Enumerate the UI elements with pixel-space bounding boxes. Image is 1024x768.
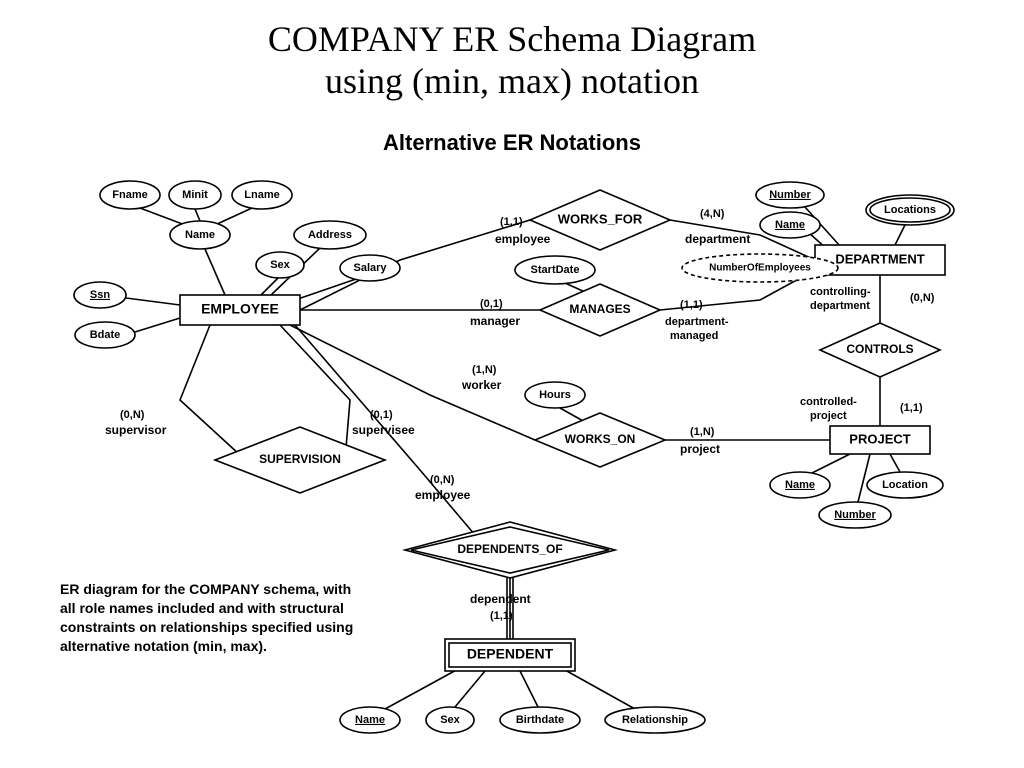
edge <box>215 208 252 225</box>
svg-text:PROJECT: PROJECT <box>849 431 910 446</box>
svg-text:managed: managed <box>670 330 718 342</box>
svg-text:(0,1): (0,1) <box>480 298 503 310</box>
svg-text:(0,N): (0,N) <box>120 409 145 421</box>
svg-text:Lname: Lname <box>244 189 279 201</box>
svg-text:Sex: Sex <box>270 259 290 271</box>
edge <box>195 209 200 221</box>
svg-text:department-: department- <box>665 316 729 328</box>
svg-text:(0,N): (0,N) <box>910 292 935 304</box>
svg-text:(4,N): (4,N) <box>700 208 725 220</box>
edge <box>890 454 900 472</box>
svg-text:employee: employee <box>495 232 551 246</box>
svg-text:worker: worker <box>461 378 502 392</box>
svg-text:SUPERVISION: SUPERVISION <box>259 452 341 466</box>
svg-text:(1,N): (1,N) <box>472 364 497 376</box>
svg-text:(1,1): (1,1) <box>490 610 513 622</box>
edge <box>126 298 180 305</box>
edge <box>520 671 538 707</box>
svg-text:Sex: Sex <box>440 714 460 726</box>
svg-text:employee: employee <box>415 488 471 502</box>
edge <box>560 408 585 422</box>
svg-text:EMPLOYEE: EMPLOYEE <box>201 301 279 317</box>
svg-text:project: project <box>810 410 847 422</box>
edge <box>385 668 460 709</box>
svg-text:department: department <box>810 300 870 312</box>
svg-text:WORKS_FOR: WORKS_FOR <box>558 211 643 226</box>
edge <box>140 208 185 225</box>
svg-text:Fname: Fname <box>112 189 147 201</box>
svg-text:Hours: Hours <box>539 389 571 401</box>
er-diagram-svg: EMPLOYEE DEPARTMENT PROJECT DEPENDENT WORKS_… <box>0 0 1024 768</box>
svg-text:Number: Number <box>834 509 876 521</box>
edge <box>895 225 905 245</box>
svg-text:project: project <box>680 442 720 456</box>
svg-text:department: department <box>685 232 750 246</box>
svg-text:Ssn: Ssn <box>90 289 110 301</box>
svg-text:Relationship: Relationship <box>622 714 688 726</box>
svg-text:Name: Name <box>785 479 815 491</box>
svg-text:supervisee: supervisee <box>352 423 415 437</box>
svg-text:WORKS_ON: WORKS_ON <box>565 432 636 446</box>
svg-text:DEPENDENTS_OF: DEPENDENTS_OF <box>457 542 562 556</box>
edge <box>565 670 635 709</box>
svg-text:(1,1): (1,1) <box>500 216 523 228</box>
svg-text:DEPENDENT: DEPENDENT <box>467 646 554 662</box>
svg-text:(1,N): (1,N) <box>690 426 715 438</box>
svg-text:(0,N): (0,N) <box>430 474 455 486</box>
svg-text:Number: Number <box>769 189 811 201</box>
svg-text:CONTROLS: CONTROLS <box>846 342 913 356</box>
svg-text:DEPARTMENT: DEPARTMENT <box>835 251 924 266</box>
svg-text:Name: Name <box>185 229 215 241</box>
edge <box>135 318 180 332</box>
edge <box>858 454 870 502</box>
svg-text:Birthdate: Birthdate <box>516 714 564 726</box>
svg-text:Minit: Minit <box>182 189 208 201</box>
svg-text:(1,1): (1,1) <box>900 402 923 414</box>
svg-text:Location: Location <box>882 479 928 491</box>
svg-text:Name: Name <box>775 219 805 231</box>
svg-text:controlled-: controlled- <box>800 396 857 408</box>
edge <box>260 278 278 296</box>
svg-text:dependent: dependent <box>470 592 531 606</box>
svg-text:MANAGES: MANAGES <box>569 302 630 316</box>
edge <box>205 249 225 295</box>
svg-text:(1,1): (1,1) <box>680 299 703 311</box>
svg-text:controlling-: controlling- <box>810 286 871 298</box>
svg-text:StartDate: StartDate <box>531 264 580 276</box>
svg-text:(0,1): (0,1) <box>370 409 393 421</box>
svg-text:supervisor: supervisor <box>105 423 167 437</box>
svg-text:Bdate: Bdate <box>90 329 121 341</box>
edge <box>455 671 485 707</box>
svg-text:Salary: Salary <box>353 262 387 274</box>
edge <box>180 325 257 460</box>
svg-text:manager: manager <box>470 314 520 328</box>
svg-text:NumberOfEmployees: NumberOfEmployees <box>709 263 811 274</box>
svg-text:Name: Name <box>355 714 385 726</box>
edge <box>565 283 585 292</box>
svg-text:Address: Address <box>308 229 352 241</box>
svg-text:Locations: Locations <box>884 204 936 216</box>
edge <box>810 454 850 474</box>
